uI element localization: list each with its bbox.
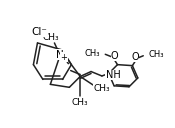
- Text: CH₃: CH₃: [72, 98, 89, 107]
- Text: NH: NH: [106, 70, 120, 80]
- Text: CH₃: CH₃: [94, 84, 110, 93]
- Text: CH₃: CH₃: [84, 49, 100, 58]
- Text: +: +: [61, 53, 67, 62]
- Text: Cl⁻: Cl⁻: [32, 27, 47, 37]
- Text: N: N: [56, 50, 64, 60]
- Text: O: O: [131, 52, 139, 62]
- Text: CH₃: CH₃: [43, 33, 59, 42]
- Text: CH₃: CH₃: [149, 50, 164, 59]
- Text: O: O: [111, 51, 119, 61]
